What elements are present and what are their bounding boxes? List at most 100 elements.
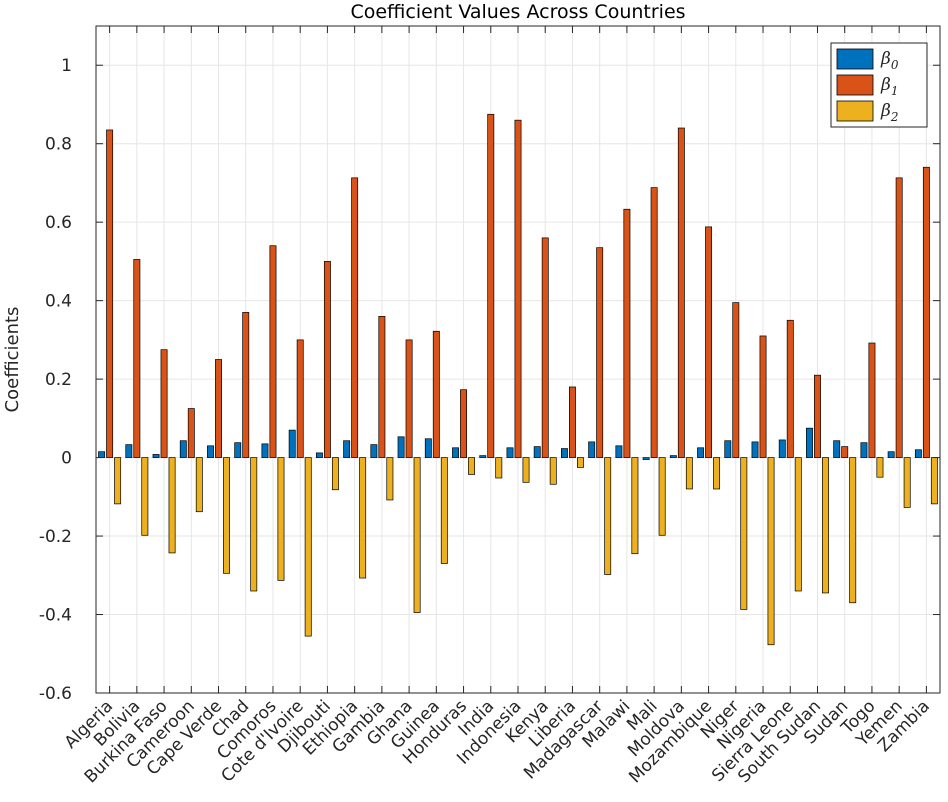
bar-β1-guinea	[432, 330, 440, 458]
bar-β2-indonesia	[522, 457, 530, 483]
bar-β2-malawi	[631, 457, 639, 555]
legend-label: β1	[880, 75, 898, 98]
bar-β0-cape-verde	[207, 445, 214, 458]
legend-swatch	[836, 74, 874, 96]
bar-β2-madagascar	[604, 457, 612, 575]
bar-β1-algeria	[106, 129, 114, 458]
bar-β2-ethiopia	[359, 457, 367, 579]
bar-β1-south-sudan	[814, 374, 821, 458]
bar-β1-indonesia	[514, 119, 522, 458]
y-tick-label: 0.2	[45, 370, 72, 390]
bar-β0-liberia	[561, 448, 568, 458]
bar-β1-kenya	[541, 237, 549, 458]
bar-β0-kenya	[533, 446, 541, 458]
bar-β0-honduras	[452, 447, 459, 458]
legend-label: β0	[880, 49, 899, 72]
bar-β0-guinea	[424, 438, 432, 458]
bar-β0-malawi	[615, 445, 623, 458]
bar-β0-mali	[642, 457, 650, 460]
bar-β0-cote-d-ivoire	[288, 429, 296, 458]
bar-β1-bolivia	[133, 259, 141, 458]
bar-β1-ethiopia	[351, 177, 359, 458]
bar-β0-togo	[860, 442, 868, 458]
bar-β2-comoros	[277, 457, 285, 581]
bar-β2-bolivia	[141, 457, 149, 536]
bar-β1-cote-d-ivoire	[296, 339, 304, 458]
bar-β0-gambia	[370, 444, 378, 458]
bar-β2-burkina-faso	[168, 457, 176, 554]
bar-β2-yemen	[903, 457, 911, 508]
bar-β0-djibouti	[315, 452, 323, 458]
bar-β2-djibouti	[331, 457, 339, 491]
legend-swatch	[836, 100, 874, 122]
bar-β0-yemen	[887, 451, 895, 458]
bar-β0-sudan	[833, 440, 841, 458]
bar-β2-chad	[250, 457, 258, 592]
bar-β0-zambia	[914, 449, 922, 458]
bar-β1-yemen	[895, 177, 903, 458]
bar-β2-guinea	[440, 457, 448, 564]
bar-β1-moldova	[677, 127, 685, 458]
bar-β2-sudan	[849, 457, 857, 604]
bar-β2-cote-d-ivoire	[304, 457, 312, 637]
bar-β1-ghana	[405, 339, 413, 458]
bar-β0-burkina-faso	[152, 454, 160, 458]
bar-β2-liberia	[577, 457, 584, 468]
bar-β1-india	[487, 113, 495, 458]
y-tick-label: -0.6	[39, 684, 72, 704]
bar-β1-mozambique	[705, 226, 713, 458]
bar-β2-togo	[876, 457, 884, 478]
y-tick-label: 0	[61, 449, 72, 469]
bar-β1-honduras	[460, 389, 467, 458]
bar-β1-cameroon	[187, 408, 195, 458]
bar-β0-india	[479, 455, 487, 458]
y-axis-ticks: -0.6 -0.4 -0.2 0 0.2 0.4 0.6 0.8 1	[39, 56, 940, 704]
bar-β2-sierra-leone	[794, 457, 802, 592]
bar-β2-mozambique	[713, 457, 721, 490]
chart-title: Coefficient Values Across Countries	[350, 1, 685, 23]
bar-β1-zambia	[922, 166, 930, 458]
bar-β2-zambia	[930, 457, 938, 505]
bar-β1-burkina-faso	[160, 349, 168, 458]
bar-group	[98, 113, 938, 646]
bar-β1-gambia	[378, 315, 386, 458]
bar-β0-nigeria	[751, 441, 759, 458]
bar-β0-moldova	[669, 455, 677, 458]
y-tick-label: -0.4	[39, 606, 72, 626]
bar-β0-mozambique	[697, 447, 705, 458]
bar-β2-niger	[740, 457, 748, 610]
bar-β0-algeria	[98, 451, 106, 458]
bar-β0-bolivia	[125, 444, 133, 458]
bar-β0-madagascar	[588, 441, 596, 458]
bar-β2-moldova	[685, 457, 693, 490]
bar-β1-madagascar	[596, 247, 604, 458]
y-tick-label: 1	[61, 56, 72, 76]
bar-β1-cape-verde	[215, 359, 222, 458]
y-tick-label: 0.4	[45, 292, 72, 312]
bar-β1-malawi	[623, 208, 631, 458]
bar-β2-kenya	[549, 457, 557, 485]
bar-β0-south-sudan	[806, 427, 813, 458]
bar-β1-sudan	[841, 446, 849, 458]
bar-β2-cape-verde	[223, 457, 230, 574]
bar-β2-south-sudan	[822, 457, 829, 594]
bar-β0-indonesia	[506, 447, 514, 458]
bar-β0-sierra-leone	[778, 439, 786, 458]
bar-β0-niger	[724, 440, 732, 458]
bar-β2-gambia	[386, 457, 394, 501]
bar-β1-sierra-leone	[786, 319, 794, 458]
bar-β1-niger	[732, 302, 740, 458]
legend-swatch	[836, 48, 874, 70]
legend-label: β2	[880, 101, 898, 124]
y-tick-label: -0.2	[39, 527, 72, 547]
bar-β1-togo	[868, 342, 876, 458]
bar-β0-comoros	[261, 443, 269, 458]
bar-β2-mali	[658, 457, 666, 536]
bar-β0-ethiopia	[343, 440, 351, 458]
bar-β2-algeria	[114, 457, 122, 505]
bar-β0-ghana	[397, 436, 405, 458]
y-tick-label: 0.6	[45, 213, 72, 233]
bar-β1-chad	[242, 312, 250, 458]
bar-β1-nigeria	[759, 335, 767, 458]
